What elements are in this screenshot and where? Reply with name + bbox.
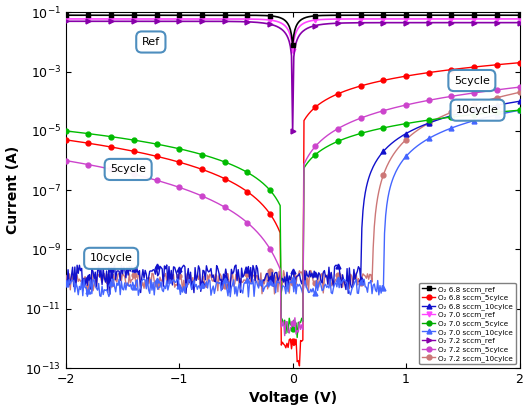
Line: O₂ 6.8 sccm_10cylce: O₂ 6.8 sccm_10cylce: [63, 99, 522, 296]
O₂ 6.8 sccm_ref: [226, 13, 232, 18]
O₂ 7.2 sccm_10cylce: [226, 281, 232, 286]
O₂ 7.2 sccm_5cylce: [281, 333, 288, 338]
O₂ 7.0 sccm_5cylce: [312, 152, 318, 157]
O₂ 7.0 sccm_10cylce: [353, 277, 359, 282]
O₂ 7.0 sccm_ref: [226, 16, 232, 21]
O₂ 6.8 sccm_10cylce: [353, 272, 359, 277]
O₂ 7.0 sccm_5cylce: [122, 136, 128, 141]
Text: 10cycle: 10cycle: [90, 253, 133, 263]
O₂ 6.8 sccm_ref: [122, 13, 128, 18]
O₂ 7.0 sccm_5cylce: [353, 132, 359, 137]
O₂ 7.0 sccm_5cylce: [516, 108, 523, 113]
O₂ 7.2 sccm_10cylce: [516, 90, 523, 95]
O₂ 7.2 sccm_ref: [312, 23, 318, 28]
O₂ 7.2 sccm_10cylce: [122, 274, 128, 279]
Text: 5cycle: 5cycle: [110, 164, 146, 174]
O₂ 7.2 sccm_5cylce: [62, 158, 69, 163]
O₂ 7.0 sccm_10cylce: [291, 278, 298, 283]
O₂ 7.2 sccm_10cylce: [271, 291, 278, 296]
O₂ 6.8 sccm_5cylce: [396, 75, 403, 80]
O₂ 7.2 sccm_5cylce: [396, 104, 403, 109]
Text: Ref: Ref: [142, 37, 160, 47]
Line: O₂ 7.0 sccm_5cylce: O₂ 7.0 sccm_5cylce: [63, 108, 522, 340]
O₂ 6.8 sccm_ref: [353, 13, 359, 18]
O₂ 7.0 sccm_10cylce: [62, 282, 69, 286]
O₂ 7.2 sccm_5cylce: [312, 144, 318, 149]
O₂ 6.8 sccm_ref: [312, 14, 318, 18]
O₂ 7.0 sccm_10cylce: [312, 290, 318, 295]
O₂ 7.2 sccm_10cylce: [396, 144, 403, 149]
O₂ 7.2 sccm_5cylce: [226, 207, 232, 212]
O₂ 7.0 sccm_ref: [396, 16, 403, 21]
O₂ 6.8 sccm_10cylce: [516, 99, 523, 104]
O₂ 7.0 sccm_ref: [62, 16, 69, 21]
O₂ 6.8 sccm_ref: [396, 13, 403, 18]
O₂ 6.8 sccm_5cylce: [296, 363, 303, 368]
O₂ 7.2 sccm_ref: [122, 19, 128, 24]
O₂ 7.0 sccm_5cylce: [396, 122, 403, 127]
O₂ 7.2 sccm_5cylce: [122, 170, 128, 175]
O₂ 7.2 sccm_ref: [291, 45, 298, 50]
O₂ 7.0 sccm_10cylce: [245, 294, 252, 299]
Line: O₂ 6.8 sccm_5cylce: O₂ 6.8 sccm_5cylce: [63, 60, 522, 368]
O₂ 7.2 sccm_5cylce: [291, 315, 298, 320]
O₂ 6.8 sccm_5cylce: [353, 85, 359, 90]
O₂ 7.0 sccm_ref: [353, 16, 359, 21]
O₂ 7.0 sccm_ref: [516, 16, 523, 21]
Text: 10cycle: 10cycle: [456, 105, 499, 115]
O₂ 7.0 sccm_5cylce: [294, 335, 300, 340]
O₂ 7.0 sccm_5cylce: [226, 161, 232, 166]
O₂ 6.8 sccm_10cylce: [312, 271, 318, 276]
O₂ 6.8 sccm_ref: [62, 13, 69, 18]
Legend: O₂ 6.8 sccm_ref, O₂ 6.8 sccm_5cylce, O₂ 6.8 sccm_10cylce, O₂ 7.0 sccm_ref, O₂ 7.: O₂ 6.8 sccm_ref, O₂ 6.8 sccm_5cylce, O₂ …: [419, 283, 516, 365]
O₂ 6.8 sccm_5cylce: [226, 178, 232, 183]
Line: O₂ 7.2 sccm_5cylce: O₂ 7.2 sccm_5cylce: [63, 85, 522, 338]
O₂ 6.8 sccm_10cylce: [62, 281, 69, 286]
O₂ 7.2 sccm_ref: [62, 19, 69, 24]
O₂ 6.8 sccm_5cylce: [122, 147, 128, 152]
O₂ 6.8 sccm_10cylce: [227, 286, 233, 291]
O₂ 6.8 sccm_5cylce: [516, 60, 523, 65]
Y-axis label: Current (A): Current (A): [6, 146, 20, 234]
O₂ 7.0 sccm_ref: [312, 18, 318, 23]
O₂ 7.2 sccm_ref: [516, 20, 523, 25]
O₂ 7.2 sccm_5cylce: [353, 118, 359, 122]
O₂ 7.0 sccm_ref: [291, 33, 298, 38]
O₂ 7.2 sccm_ref: [289, 129, 296, 134]
O₂ 6.8 sccm_5cylce: [312, 105, 318, 110]
O₂ 7.2 sccm_10cylce: [312, 280, 318, 285]
O₂ 6.8 sccm_ref: [516, 13, 523, 18]
O₂ 7.0 sccm_10cylce: [516, 108, 523, 113]
O₂ 7.0 sccm_ref: [289, 48, 296, 53]
O₂ 6.8 sccm_ref: [291, 27, 298, 32]
O₂ 6.8 sccm_10cylce: [123, 275, 129, 280]
Line: O₂ 7.2 sccm_10cylce: O₂ 7.2 sccm_10cylce: [63, 90, 522, 296]
O₂ 7.2 sccm_ref: [353, 20, 359, 25]
O₂ 7.2 sccm_10cylce: [291, 271, 298, 276]
X-axis label: Voltage (V): Voltage (V): [249, 391, 336, 405]
O₂ 7.0 sccm_ref: [122, 16, 128, 21]
O₂ 7.0 sccm_5cylce: [290, 318, 297, 323]
Line: O₂ 6.8 sccm_ref: O₂ 6.8 sccm_ref: [63, 13, 522, 47]
O₂ 7.2 sccm_ref: [226, 19, 232, 24]
O₂ 7.0 sccm_5cylce: [62, 129, 69, 134]
Text: 5cycle: 5cycle: [454, 76, 490, 85]
O₂ 6.8 sccm_ref: [289, 42, 296, 47]
O₂ 6.8 sccm_5cylce: [62, 137, 69, 142]
O₂ 6.8 sccm_10cylce: [107, 292, 113, 297]
O₂ 7.0 sccm_10cylce: [122, 280, 128, 285]
O₂ 7.2 sccm_10cylce: [353, 270, 359, 275]
Line: O₂ 7.0 sccm_ref: O₂ 7.0 sccm_ref: [63, 16, 522, 53]
O₂ 7.0 sccm_10cylce: [396, 163, 403, 168]
Line: O₂ 7.0 sccm_10cylce: O₂ 7.0 sccm_10cylce: [63, 108, 522, 299]
O₂ 7.0 sccm_10cylce: [226, 280, 232, 285]
O₂ 6.8 sccm_5cylce: [290, 343, 297, 348]
O₂ 7.2 sccm_5cylce: [516, 85, 523, 90]
O₂ 7.2 sccm_ref: [396, 20, 403, 25]
Line: O₂ 7.2 sccm_ref: O₂ 7.2 sccm_ref: [63, 19, 522, 133]
O₂ 6.8 sccm_10cylce: [291, 284, 298, 289]
O₂ 7.2 sccm_10cylce: [62, 279, 69, 284]
O₂ 6.8 sccm_10cylce: [396, 135, 403, 140]
